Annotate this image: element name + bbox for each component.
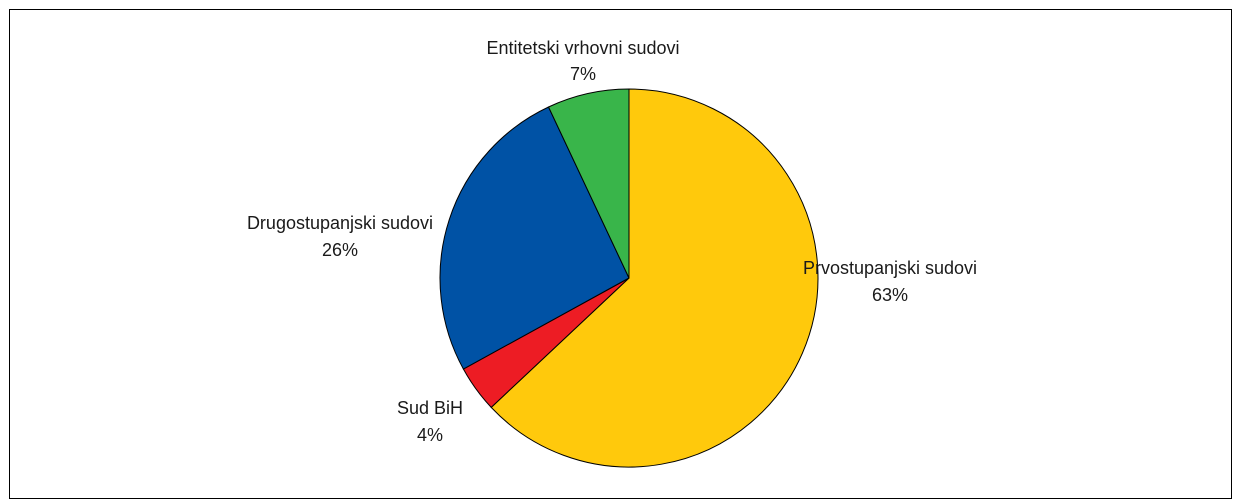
pie-slice-drugostupanjski-sudovi [439,106,630,370]
slice-value-drugostupanjski: 26% [322,240,358,260]
slice-value-prvostupanjski: 63% [872,285,908,305]
pie-labels: Prvostupanjski sudovi 63% Sud BiH 4% Dru… [247,38,977,445]
pie-slice-prvostupanjski-sudovi [490,88,819,468]
slice-label-entitetski: Entitetski vrhovni sudovi [486,38,679,58]
slice-label-sud-bih: Sud BiH [397,398,463,418]
slice-label-drugostupanjski: Drugostupanjski sudovi [247,213,433,233]
pie-slice-entitetski-vrhovni-sudovi [547,88,630,279]
slice-label-prvostupanjski: Prvostupanjski sudovi [803,258,977,278]
slice-value-entitetski: 7% [570,64,596,84]
slice-value-sud-bih: 4% [417,425,443,445]
pie-slices [439,88,819,468]
